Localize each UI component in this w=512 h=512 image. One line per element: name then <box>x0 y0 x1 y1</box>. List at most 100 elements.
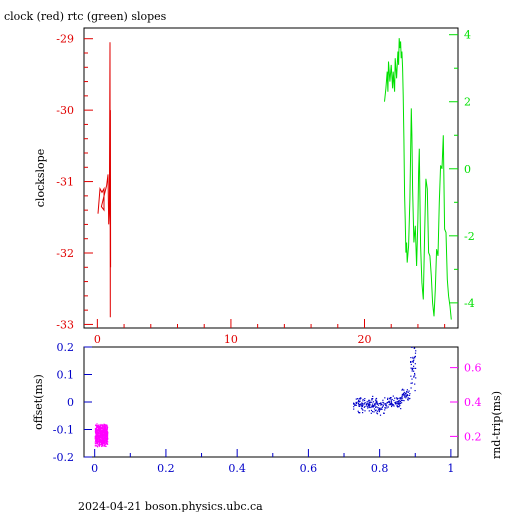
bottom-scatter-point-magenta <box>104 445 106 447</box>
chart-title: clock (red) rtc (green) slopes <box>4 10 167 23</box>
bottom-scatter-point-magenta <box>105 445 107 447</box>
bottom-scatter-point-magenta <box>103 433 105 435</box>
bottom-scatter-point-blue <box>374 410 376 412</box>
bottom-scatter-point-magenta <box>98 432 100 434</box>
bottom-scatter-point-blue <box>411 346 413 348</box>
bottom-scatter-point-magenta <box>97 431 100 433</box>
bottom-scatter-point-blue <box>366 402 368 404</box>
bottom-scatter-point-magenta <box>96 435 98 437</box>
bottom-scatter-point-magenta <box>101 426 103 428</box>
bottom-scatter-point-blue <box>387 397 389 399</box>
bottom-scatter-point-blue <box>390 401 392 403</box>
bottom-scatter-point-blue <box>404 395 406 397</box>
bottom-scatter-point-blue <box>378 410 380 412</box>
bottom-scatter-point-magenta <box>100 423 102 426</box>
bottom-scatter-point-magenta <box>99 440 101 442</box>
bottom-scatter-point-blue <box>358 398 360 400</box>
bottom-scatter-point-blue <box>360 397 362 399</box>
top-left-axis-ticks: -33 -32 -31 -30 -29 <box>56 33 93 331</box>
bottom-scatter-point-blue <box>379 414 382 416</box>
bottom-scatter-point-blue <box>400 398 402 400</box>
bottom-scatter-point-blue <box>402 394 404 396</box>
bottom-scatter-point-magenta <box>101 445 103 447</box>
bottom-scatter-point-blue <box>376 402 378 404</box>
top-x-tick-label: 0 <box>94 333 101 346</box>
bottom-scatter-point-magenta <box>106 431 108 433</box>
bottom-scatter-point-magenta <box>94 445 96 447</box>
bottom-scatter-point-blue <box>370 412 372 414</box>
bottom-scatter-point-magenta <box>103 443 105 445</box>
bottom-scatter-point-blue <box>396 398 398 400</box>
bottom-scatter-point-blue <box>385 403 387 405</box>
bottom-scatter-point-blue <box>410 375 412 377</box>
bottom-scatter-point-blue <box>353 408 355 410</box>
bottom-scatter-point-blue <box>384 409 386 411</box>
bottom-scatter-point-blue <box>402 399 404 401</box>
bottom-scatter-point-blue <box>395 402 397 404</box>
top-plot-frame <box>83 27 459 329</box>
bottom-scatter-point-blue <box>385 405 387 407</box>
bottom-scatter-point-magenta <box>97 446 99 448</box>
bottom-scatter-point-magenta <box>104 431 106 433</box>
bottom-scatter-point-blue <box>414 383 416 385</box>
bottom-scatter-point-blue <box>411 361 413 363</box>
bottom-scatter-point-blue <box>403 396 406 398</box>
bottom-scatter-point-blue <box>378 409 380 411</box>
bottom-scatter-point-blue <box>356 398 359 400</box>
bottom-scatter-point-blue <box>394 402 396 404</box>
bottom-scatter-point-blue <box>411 370 413 372</box>
bottom-scatter-point-blue <box>390 397 392 399</box>
top-right-tick-label: 4 <box>464 29 471 42</box>
bottom-scatter-point-magenta <box>96 436 98 438</box>
bottom-scatter-point-magenta <box>103 426 105 428</box>
bottom-scatter-point-blue <box>388 404 390 406</box>
bottom-scatter-point-blue <box>368 399 370 401</box>
bottom-scatter-point-blue <box>384 407 386 409</box>
bottom-scatter-point-blue <box>383 412 385 414</box>
bottom-scatter-point-magenta <box>97 444 100 446</box>
bottom-scatter-point-magenta <box>105 426 107 428</box>
bottom-scatter-point-magenta <box>105 433 107 435</box>
bottom-scatter-point-magenta <box>98 435 100 437</box>
bottom-scatter-point-blue <box>368 406 370 408</box>
bottom-scatter-point-magenta <box>100 441 102 443</box>
bottom-scatter-point-blue <box>371 404 373 406</box>
bottom-plot-panel: -0.2 -0.1 0 0.1 0.2 0.2 0.4 0.6 0 0.2 0.4 0.6 0.8 1… <box>32 341 503 475</box>
bottom-scatter-point-blue <box>411 369 414 371</box>
bottom-scatter-point-blue <box>375 400 377 402</box>
bottom-right-tick-label: 0.2 <box>464 430 482 443</box>
bottom-scatter-point-magenta <box>100 434 102 436</box>
bottom-scatter-point-magenta <box>104 426 106 428</box>
bottom-scatter-point-blue <box>404 392 406 395</box>
bottom-scatter-point-blue <box>401 395 403 397</box>
bottom-scatter-point-blue <box>380 404 382 406</box>
bottom-scatter-point-magenta <box>99 435 101 437</box>
bottom-scatter-point-magenta <box>104 425 106 427</box>
bottom-scatter-point-magenta <box>102 428 104 430</box>
bottom-scatter-point-blue <box>413 347 415 349</box>
bottom-scatter-point-magenta <box>104 429 106 431</box>
bottom-y-axis-label: offset(ms) <box>32 374 45 430</box>
bottom-scatter-point-blue <box>381 403 383 405</box>
bottom-scatter-point-magenta <box>101 424 103 426</box>
bottom-scatter-point-magenta <box>95 432 97 434</box>
bottom-scatter-point-blue <box>386 401 388 404</box>
bottom-scatter-point-magenta <box>103 428 105 431</box>
bottom-left-tick-label: -0.1 <box>53 424 74 437</box>
bottom-scatter-point-blue <box>410 382 412 384</box>
bottom-scatter-point-magenta <box>96 431 98 433</box>
bottom-scatter-point-magenta <box>103 437 105 439</box>
bottom-scatter-point-blue <box>364 399 366 402</box>
bottom-scatter-point-magenta <box>102 425 104 427</box>
bottom-scatter-point-magenta <box>99 441 101 444</box>
top-y-axis-label: clockslope <box>34 149 47 207</box>
bottom-scatter-point-magenta <box>97 432 99 434</box>
bottom-scatter-point-blue <box>414 372 416 375</box>
bottom-scatter-point-blue <box>401 389 403 391</box>
bottom-scatter-point-magenta <box>107 443 109 445</box>
bottom-scatter-point-magenta <box>102 430 104 432</box>
bottom-scatter-point-magenta <box>100 427 102 429</box>
bottom-scatter-point-blue <box>358 405 360 407</box>
top-plot-panel: -33 -32 -31 -30 -29 -4 -2 0 2 4 0 10 20 clockslope <box>34 27 475 346</box>
bottom-scatter-point-magenta <box>101 435 103 437</box>
